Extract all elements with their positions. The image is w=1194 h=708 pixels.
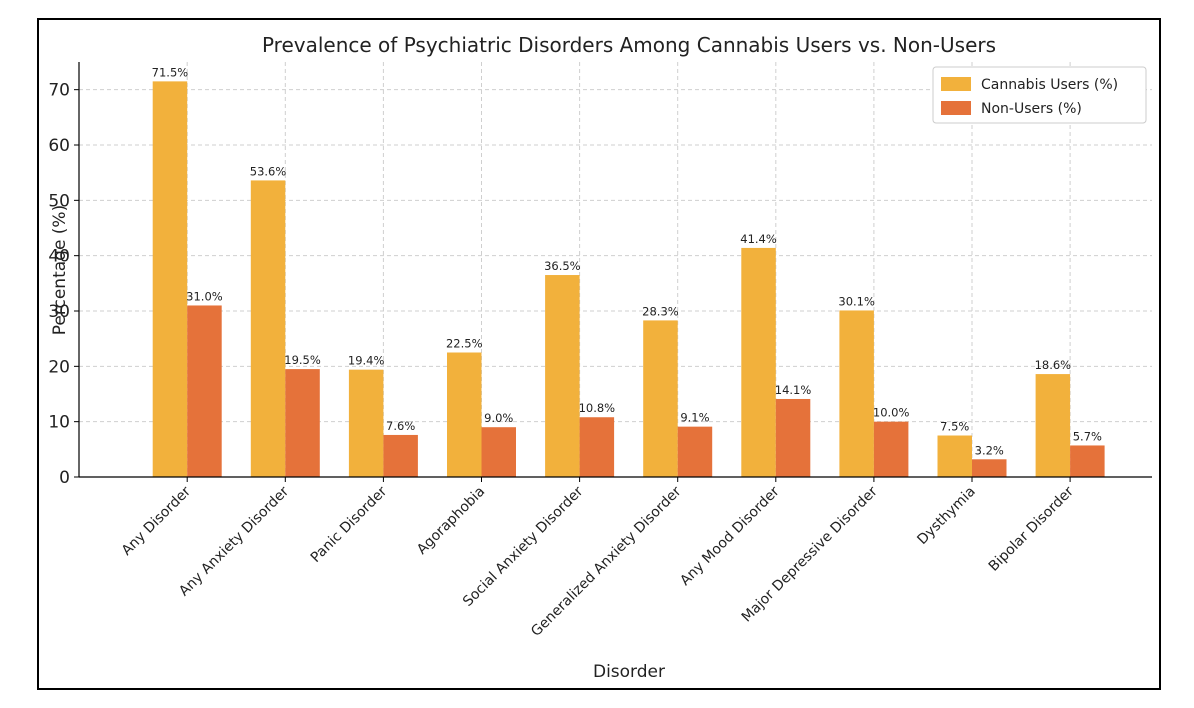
chart-frame: 71.5% 53.6% 19.4% 22.5% 36.5% 28.3% 41.4% 30.1%… — [37, 18, 1161, 690]
non-users-value-label: 10.8% — [579, 401, 616, 415]
cannabis-users-bar — [250, 180, 286, 477]
cannabis-users-bar — [348, 369, 384, 477]
cannabis-users-bar — [447, 352, 482, 477]
non-users-value-label: 9.1% — [680, 411, 709, 425]
non-users-value-label: 5.7% — [1073, 429, 1102, 443]
legend: Cannabis Users (%) Non-Users (%) — [932, 66, 1147, 124]
x-tick-label: Panic Disorder — [308, 483, 391, 566]
non-users-bar — [285, 369, 320, 477]
x-tick-label: Bipolar Disorder — [986, 483, 1077, 574]
cannabis-users-value-label: 36.5% — [544, 259, 581, 273]
x-tick-label: Any Anxiety Disorder — [176, 483, 292, 599]
non-users-bar — [1070, 445, 1105, 477]
data-labels: 71.5% 53.6% 19.4% 22.5% 36.5% 28.3% 41.4% 30.1%… — [152, 65, 1102, 457]
non-users-value-label: 31.0% — [186, 289, 223, 303]
legend-label-cannabis-users: Cannabis Users (%) — [981, 77, 1118, 93]
cannabis-users-bar — [643, 320, 678, 477]
cannabis-users-bar — [937, 435, 972, 477]
cannabis-users-bar — [545, 275, 580, 477]
y-tick-label: 20 — [48, 357, 70, 377]
x-tick-label: Agoraphobia — [414, 484, 488, 558]
x-tick-label: Dysthymia — [914, 484, 978, 548]
cannabis-users-value-label: 71.5% — [152, 65, 189, 79]
x-axis-label: Disorder — [593, 662, 665, 682]
non-users-bar — [775, 398, 811, 477]
y-tick-label: 50 — [48, 191, 70, 211]
y-tick-label: 60 — [48, 136, 70, 156]
cannabis-users-value-label: 7.5% — [940, 420, 969, 434]
bars — [152, 81, 1105, 477]
non-users-value-label: 7.6% — [386, 419, 415, 433]
non-users-bar — [873, 421, 909, 477]
non-users-value-label: 19.5% — [284, 353, 321, 367]
cannabis-users-value-label: 30.1% — [838, 294, 875, 308]
cannabis-users-value-label: 18.6% — [1035, 358, 1072, 372]
cannabis-users-value-label: 22.5% — [446, 337, 483, 351]
cannabis-users-bar — [741, 247, 776, 477]
non-users-value-label: 14.1% — [775, 383, 812, 397]
axes — [74, 62, 1152, 482]
y-tick-label: 40 — [48, 247, 70, 267]
cannabis-users-bar — [839, 310, 874, 477]
non-users-bar — [187, 305, 222, 477]
non-users-bar — [677, 426, 713, 477]
legend-label-non-users: Non-Users (%) — [981, 101, 1082, 117]
cannabis-users-value-label: 53.6% — [250, 164, 287, 178]
cannabis-users-bar — [1035, 374, 1071, 477]
non-users-value-label: 3.2% — [975, 443, 1004, 457]
cannabis-users-bar — [152, 81, 188, 477]
non-users-bar — [972, 459, 1007, 477]
non-users-bar — [383, 434, 418, 477]
cannabis-users-value-label: 28.3% — [642, 304, 679, 318]
y-tick-label: 70 — [48, 81, 70, 101]
non-users-value-label: 9.0% — [484, 411, 513, 425]
legend-swatch-non-users — [941, 101, 971, 115]
y-tick-label: 30 — [48, 302, 70, 322]
non-users-bar — [579, 417, 615, 477]
non-users-value-label: 10.0% — [873, 406, 910, 420]
non-users-bar — [481, 427, 516, 477]
y-tick-label: 0 — [59, 468, 70, 488]
x-tick-label: Any Mood Disorder — [677, 483, 783, 589]
cannabis-users-value-label: 41.4% — [740, 232, 777, 246]
y-axis-label: Percentage (%) — [50, 205, 70, 335]
y-tick-label: 10 — [48, 413, 70, 433]
chart-title: Prevalence of Psychiatric Disorders Amon… — [262, 33, 996, 57]
cannabis-users-value-label: 19.4% — [348, 354, 385, 368]
x-tick-label: Any Disorder — [119, 483, 194, 558]
bar-chart: 71.5% 53.6% 19.4% 22.5% 36.5% 28.3% 41.4% 30.1%… — [48, 33, 1152, 682]
grid — [79, 62, 1152, 478]
legend-box — [932, 66, 1147, 124]
legend-swatch-cannabis-users — [941, 77, 971, 91]
